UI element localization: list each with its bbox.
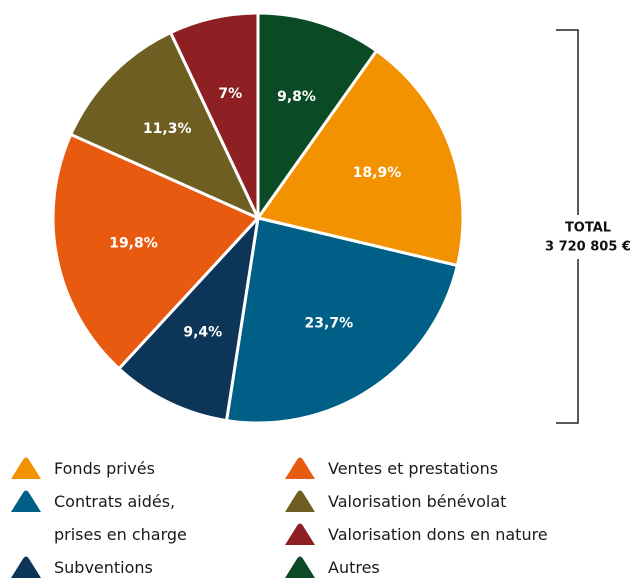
- chart: TOTAL 3 720 805 € 18,9% 23,7% 9,4% 19,8% 11,…: [51, 11, 631, 425]
- legend-label: Valorisation bénévolat: [328, 492, 507, 511]
- legend-icon: [11, 457, 41, 479]
- legend-label: Valorisation dons en nature: [328, 525, 548, 544]
- slice-label: 9,4%: [183, 324, 222, 340]
- slice-label: 7%: [218, 86, 242, 102]
- legend-label: Fonds privés: [54, 459, 155, 478]
- slice-label: 18,9%: [353, 165, 402, 181]
- legend-swatch: [285, 490, 315, 512]
- legend-column: Fonds privés Contrats aidés, prises en ch…: [10, 452, 224, 584]
- legend-item: Valorisation dons en nature: [284, 518, 608, 551]
- legend-icon: [285, 457, 315, 479]
- legend-swatch: [285, 556, 315, 578]
- legend-swatch: [11, 490, 41, 512]
- pie-slice: [225, 216, 459, 425]
- legend-item: Valorisation bénévolat: [284, 485, 608, 518]
- legend-label: Contrats aidés, prises en charge: [54, 492, 187, 544]
- legend-label: Ventes et prestations: [328, 459, 499, 478]
- pie-slice: [51, 132, 260, 371]
- legend-item: Contrats aidés, prises en charge: [10, 485, 224, 551]
- legend-icon: [285, 490, 315, 512]
- slice-label: 9,8%: [277, 89, 316, 105]
- slice-label: 11,3%: [143, 121, 192, 137]
- pie-slice: [117, 216, 260, 423]
- pie-slice: [69, 31, 260, 220]
- legend-item: Fonds privés: [10, 452, 224, 485]
- legend-column: Ventes et prestations Valorisation bénévo…: [284, 452, 608, 584]
- legend-label: Autres: [328, 558, 380, 577]
- slice-label: 23,7%: [305, 316, 354, 332]
- legend-item: Ventes et prestations: [284, 452, 608, 485]
- pie-slice: [256, 11, 379, 220]
- legend: Fonds privés Contrats aidés, prises en ch…: [10, 452, 620, 584]
- slice-label: 19,8%: [109, 236, 158, 252]
- legend-swatch: [285, 457, 315, 479]
- legend-icon: [11, 490, 41, 512]
- total-bg: [545, 215, 631, 259]
- legend-swatch: [285, 523, 315, 545]
- legend-icon: [11, 556, 41, 578]
- legend-item: Autres: [284, 551, 608, 584]
- legend-label: Subventions: [54, 558, 153, 577]
- legend-item: Subventions: [10, 551, 224, 584]
- legend-icon: [285, 523, 315, 545]
- legend-icon: [285, 556, 315, 578]
- total-value: 3 720 805 €: [545, 240, 631, 255]
- legend-swatch: [11, 457, 41, 479]
- pie-slice: [256, 49, 465, 268]
- total-label: TOTAL: [565, 221, 611, 236]
- legend-swatch: [11, 556, 41, 578]
